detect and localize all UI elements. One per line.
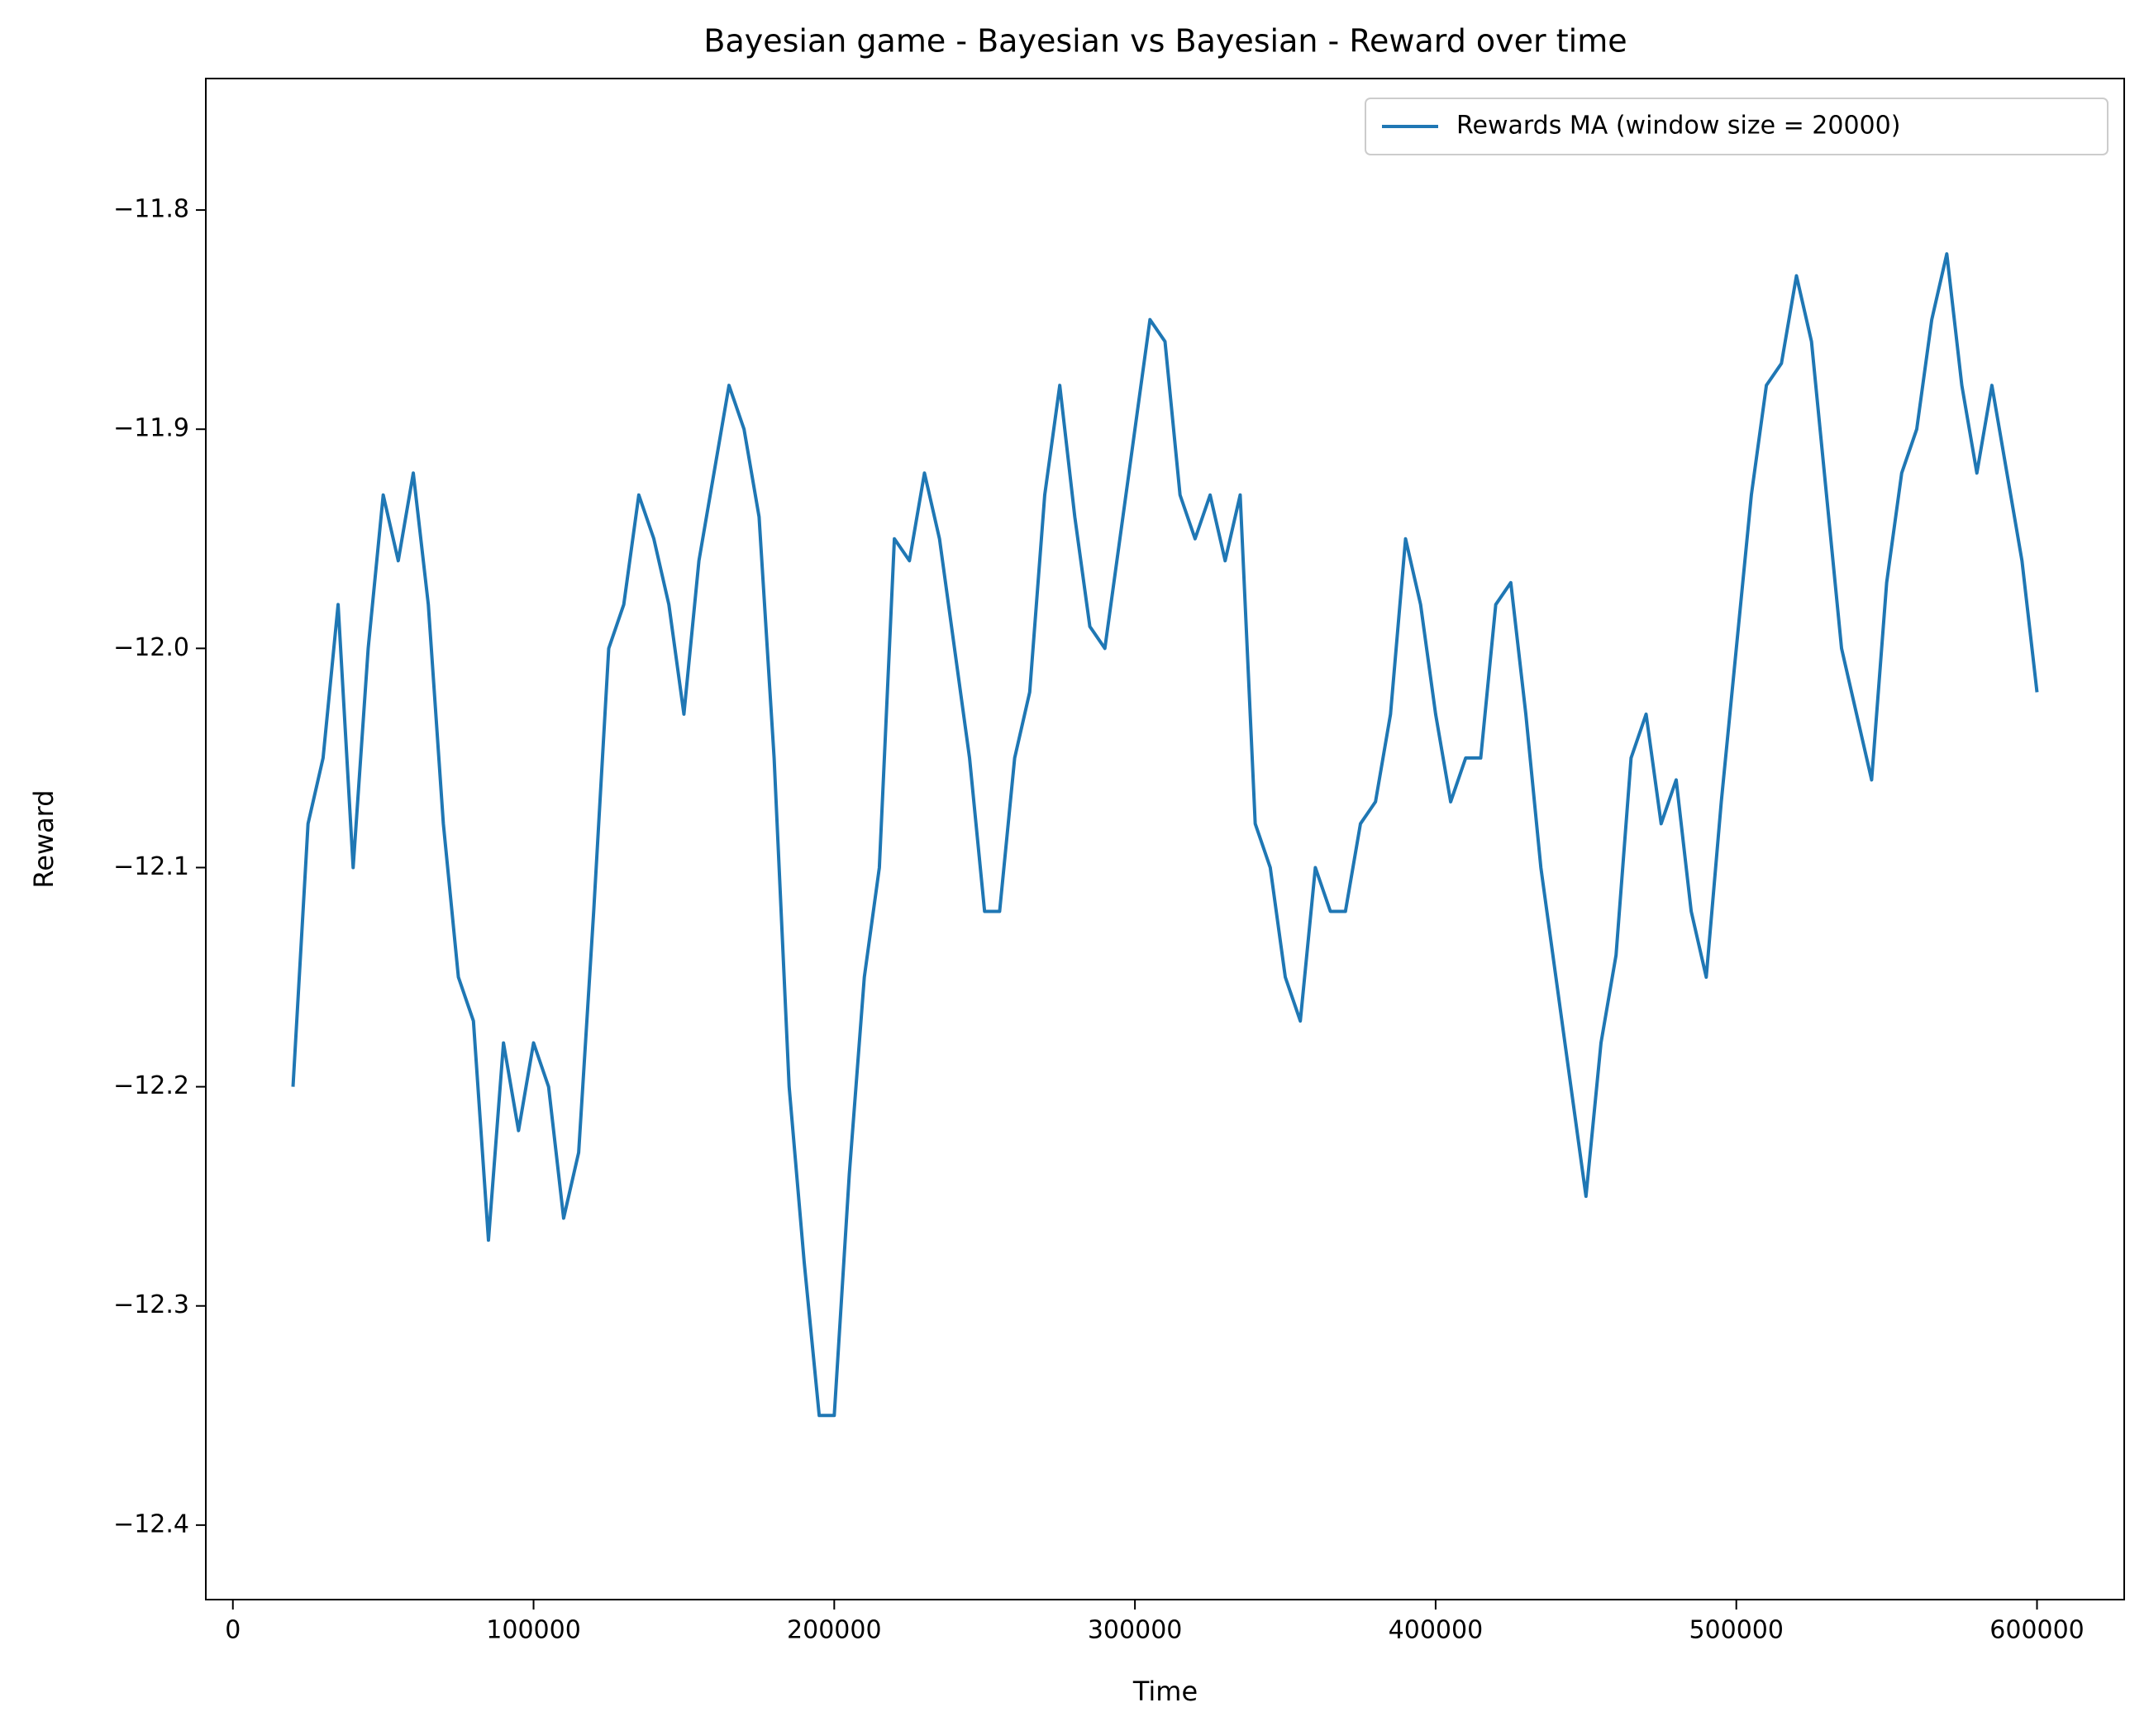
- y-tick-label: −11.9: [113, 414, 189, 443]
- x-tick-label: 600000: [1989, 1616, 2085, 1645]
- y-tick-label: −12.3: [113, 1290, 189, 1319]
- y-tick-label: −12.1: [113, 852, 189, 881]
- data-line: [291, 252, 2039, 1418]
- y-tick-label: −12.0: [113, 633, 189, 662]
- y-tick-label: −12.2: [113, 1071, 189, 1100]
- x-tick-label: 500000: [1689, 1616, 1784, 1645]
- legend-label: Rewards MA (window size = 20000): [1456, 112, 1900, 141]
- x-axis-label: Time: [1132, 1676, 1198, 1707]
- x-tick-label: 0: [225, 1616, 241, 1645]
- chart-title: Bayesian game - Bayesian vs Bayesian - R…: [703, 23, 1627, 60]
- y-axis-label: Reward: [28, 789, 60, 888]
- legend-box: [1365, 98, 2108, 155]
- x-tick-label: 200000: [787, 1616, 882, 1645]
- x-tick-label: 100000: [486, 1616, 581, 1645]
- y-tick-label: −11.8: [113, 195, 189, 224]
- plot-frame: [205, 78, 2125, 1600]
- x-tick-label: 300000: [1088, 1616, 1183, 1645]
- y-tick-label: −12.4: [113, 1509, 189, 1538]
- x-tick-label: 400000: [1389, 1616, 1484, 1645]
